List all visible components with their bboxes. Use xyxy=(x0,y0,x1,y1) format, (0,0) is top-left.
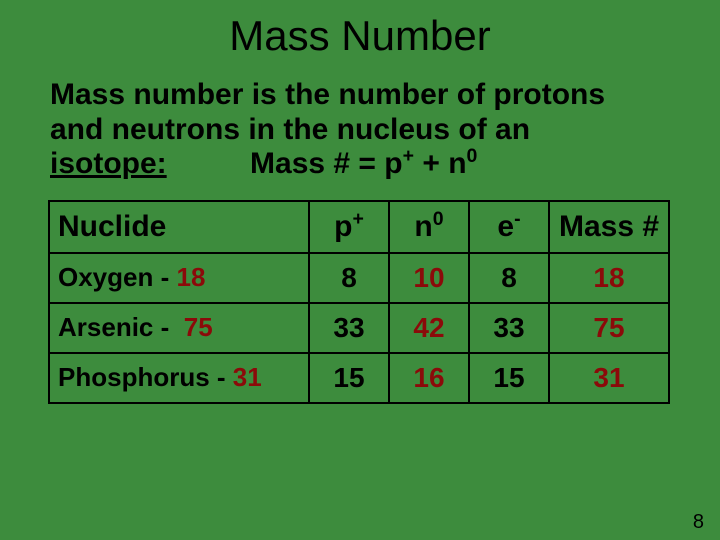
col-mass: Mass # xyxy=(549,201,669,253)
desc-line1: Mass number is the number of protons xyxy=(50,78,605,111)
proton-count: 8 xyxy=(309,253,389,303)
mass-number: 18 xyxy=(549,253,669,303)
page-number: 8 xyxy=(693,511,704,534)
electron-count: 8 xyxy=(469,253,549,303)
table-row: Phosphorus - 31 15 16 15 31 xyxy=(49,353,669,403)
col-electrons: e- xyxy=(469,201,549,253)
neutron-count: 42 xyxy=(389,303,469,353)
col-nuclide: Nuclide xyxy=(49,201,309,253)
formula-lead: Mass # = p xyxy=(250,147,403,180)
col-protons: p+ xyxy=(309,201,389,253)
electron-count: 15 xyxy=(469,353,549,403)
neutron-count: 10 xyxy=(389,253,469,303)
desc-line2: and neutrons in the nucleus of an xyxy=(50,113,530,146)
neutron-count: 16 xyxy=(389,353,469,403)
table-row: Oxygen - 18 8 10 8 18 xyxy=(49,253,669,303)
col-neutrons: n0 xyxy=(389,201,469,253)
formula-n-sup: 0 xyxy=(467,145,478,167)
mass-number: 75 xyxy=(549,303,669,353)
proton-count: 15 xyxy=(309,353,389,403)
nuclide-table: Nuclide p+ n0 e- Mass # Oxygen - 18 8 10… xyxy=(48,200,670,404)
nuclide-name: Arsenic - 75 xyxy=(49,303,309,353)
isotope-word: isotope: xyxy=(50,147,167,180)
table-row: Arsenic - 75 33 42 33 75 xyxy=(49,303,669,353)
electron-count: 33 xyxy=(469,303,549,353)
table-header-row: Nuclide p+ n0 e- Mass # xyxy=(49,201,669,253)
mass-number: 31 xyxy=(549,353,669,403)
nuclide-name: Oxygen - 18 xyxy=(49,253,309,303)
formula: Mass # = p+ + n0 xyxy=(250,147,477,180)
proton-count: 33 xyxy=(309,303,389,353)
formula-p-sup: + xyxy=(403,145,414,167)
nuclide-name: Phosphorus - 31 xyxy=(49,353,309,403)
formula-mid: + n xyxy=(414,147,467,180)
slide-title: Mass Number xyxy=(0,0,720,70)
description-text: Mass number is the number of protons and… xyxy=(0,70,720,200)
